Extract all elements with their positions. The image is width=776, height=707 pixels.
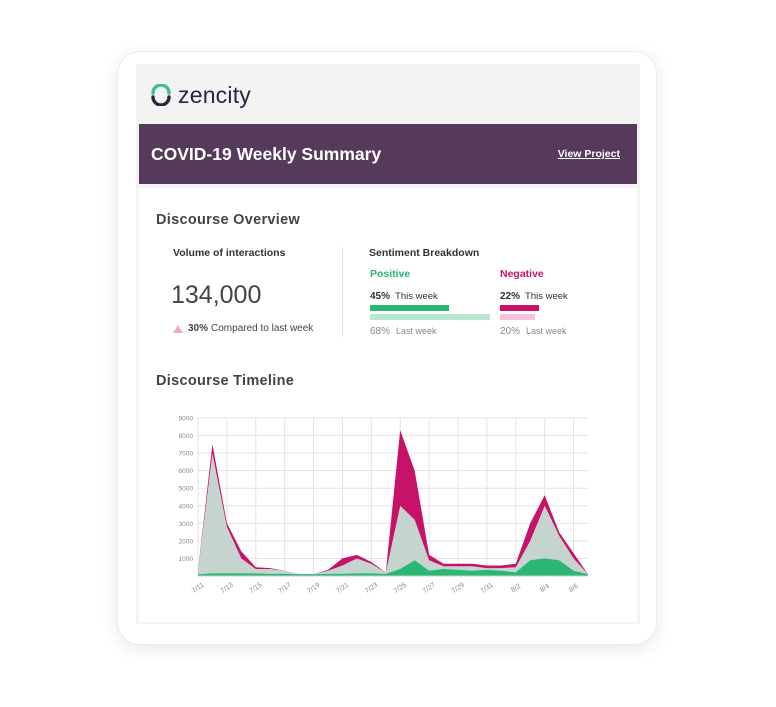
positive-last-text: Last week — [396, 326, 437, 336]
positive-label: Positive — [370, 268, 411, 280]
sentiment-label: Sentiment Breakdown — [369, 247, 480, 259]
x-tick-label: 7/11 — [191, 582, 206, 595]
series-area-positive — [198, 558, 588, 576]
summary-banner: COVID-19 Weekly Summary View Project — [139, 124, 637, 184]
x-tick-label: 7/29 — [451, 582, 466, 596]
y-tick-label: 3000 — [179, 521, 194, 528]
divider — [342, 247, 343, 337]
volume-value: 134,000 — [171, 281, 262, 309]
y-tick-label: 7000 — [179, 451, 194, 458]
view-project-link[interactable]: View Project — [557, 148, 620, 160]
discourse-overview-heading: Discourse Overview — [156, 212, 301, 228]
negative-this-bar — [500, 305, 539, 311]
x-tick-label: 7/27 — [422, 582, 437, 596]
negative-label: Negative — [500, 268, 544, 280]
positive-this-bar — [370, 305, 450, 311]
brand-name: zencity — [178, 81, 251, 108]
negative-sentiment: Negative 22% This week 20% Last week — [500, 268, 620, 337]
x-tick-label: 7/17 — [277, 582, 292, 596]
negative-this-pct: 22% — [500, 291, 521, 302]
x-tick-label: 7/31 — [480, 582, 495, 596]
up-triangle-icon — [173, 324, 183, 333]
volume-label: Volume of interactions — [173, 247, 286, 259]
x-tick-label: 7/15 — [248, 582, 263, 596]
series-area-total — [198, 430, 588, 576]
y-tick-label: 2000 — [179, 538, 194, 545]
positive-this-pct: 45% — [370, 291, 391, 302]
x-tick-label: 7/21 — [335, 582, 350, 596]
timeline-chart: 1000 2000 3000 4000 5000 6000 7000 8000 9000 7/11… — [179, 416, 588, 596]
change-text: Compared to last week — [211, 323, 314, 334]
x-tick-label: 7/25 — [393, 582, 408, 596]
x-tick-label: 8/4 — [539, 583, 551, 594]
banner-title: COVID-19 Weekly Summary — [151, 143, 382, 164]
negative-this-text: This week — [525, 291, 568, 302]
positive-last-bar — [370, 314, 490, 320]
x-tick-label: 7/19 — [306, 582, 321, 596]
x-tick-label: 7/23 — [364, 582, 379, 596]
x-tick-label: 8/2 — [510, 583, 522, 594]
positive-this-text: This week — [395, 291, 438, 302]
y-tick-label: 6000 — [179, 468, 194, 475]
x-tick-label: 7/13 — [220, 582, 235, 596]
positive-this-week: 45% This week — [370, 291, 490, 302]
positive-sentiment: Positive 45% This week 68% Last week — [370, 268, 490, 337]
volume-change: 30% Compared to last week — [173, 323, 313, 334]
change-percent: 30% — [188, 323, 209, 334]
y-tick-label: 1000 — [179, 556, 194, 563]
negative-last-text: Last week — [526, 326, 567, 336]
brand-logo: zencity — [150, 80, 251, 110]
positive-last-week: 68% Last week — [370, 326, 490, 337]
negative-this-week: 22% This week — [500, 291, 620, 302]
negative-last-week: 20% Last week — [500, 326, 620, 337]
negative-last-bar — [500, 314, 536, 320]
y-tick-label: 4000 — [179, 503, 194, 510]
x-tick-label: 8/6 — [568, 583, 580, 594]
discourse-timeline-heading: Discourse Timeline — [156, 373, 295, 389]
zencity-logo-icon — [151, 84, 171, 106]
positive-last-pct: 68% — [370, 326, 391, 337]
negative-last-pct: 20% — [500, 326, 521, 337]
y-tick-label: 8000 — [179, 433, 194, 440]
y-tick-label: 9000 — [179, 416, 194, 423]
y-tick-label: 5000 — [179, 486, 194, 493]
